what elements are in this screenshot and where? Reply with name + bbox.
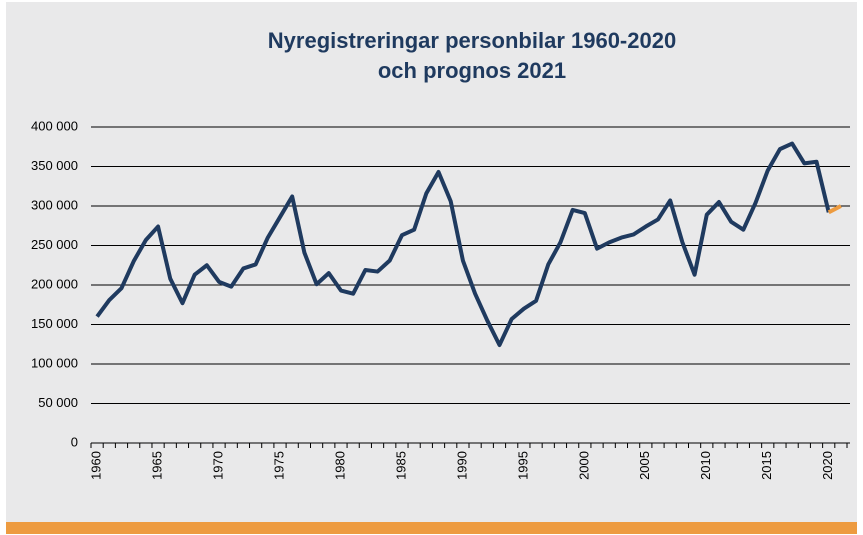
- x-tick-label: 1990: [454, 451, 469, 480]
- y-tick-label: 400 000: [31, 118, 78, 133]
- y-tick-label: 200 000: [31, 276, 78, 291]
- x-tick-label: 1970: [210, 451, 225, 480]
- series-line: [95, 141, 831, 348]
- x-tick-label: 1965: [150, 451, 165, 480]
- y-tick-label: 300 000: [31, 197, 78, 212]
- bottom-band: [6, 522, 857, 534]
- chart-title: Nyregistreringar personbilar 1960-2020: [268, 28, 676, 53]
- y-tick-label: 350 000: [31, 158, 78, 173]
- x-tick-label: 2020: [820, 451, 835, 480]
- chart-background: [6, 2, 857, 522]
- y-tick-label: 150 000: [31, 316, 78, 331]
- y-tick-label: 0: [71, 434, 78, 449]
- x-tick-label: 2010: [698, 451, 713, 480]
- x-tick-label: 1980: [332, 451, 347, 480]
- series-line: [827, 204, 842, 215]
- y-tick-label: 100 000: [31, 355, 78, 370]
- y-tick-label: 250 000: [31, 237, 78, 252]
- x-tick-label: 1985: [393, 451, 408, 480]
- x-tick-label: 1975: [271, 451, 286, 480]
- x-tick-label: 2005: [637, 451, 652, 480]
- chart-title: och prognos 2021: [378, 58, 566, 83]
- x-tick-label: 2015: [759, 451, 774, 480]
- x-tick-label: 1995: [515, 451, 530, 480]
- x-tick-label: 2000: [576, 451, 591, 480]
- y-tick-label: 50 000: [38, 395, 78, 410]
- x-tick-label: 1960: [89, 451, 104, 480]
